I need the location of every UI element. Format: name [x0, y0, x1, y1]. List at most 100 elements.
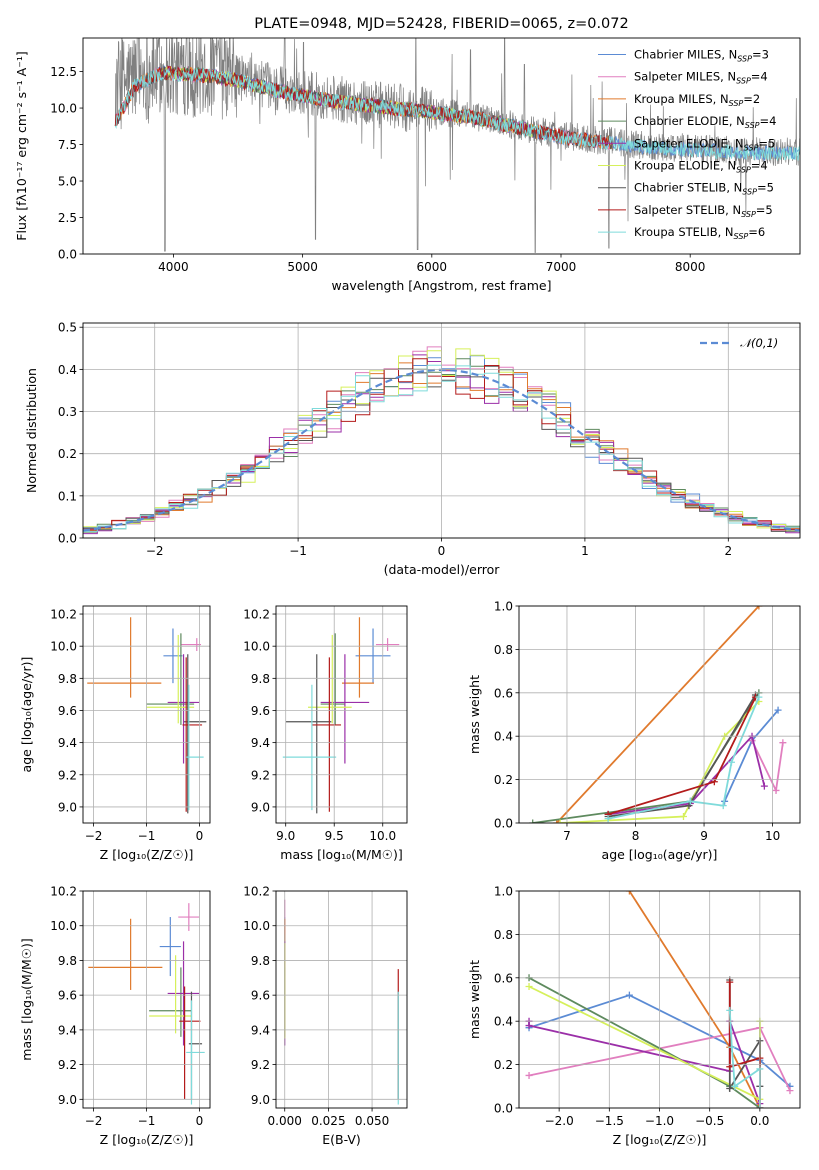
massweight_vs_age-plot-area [529, 606, 787, 823]
x-axis-label: Z [log₁₀(Z/Z☉)] [100, 847, 194, 862]
x-tick-label: 1 [581, 544, 589, 558]
y-tick-label: 0.5 [58, 321, 77, 335]
y-tick-label: 10.2 [243, 608, 270, 622]
x-tick-label: 0 [196, 1114, 204, 1128]
y-tick-label: 9.2 [251, 1058, 270, 1072]
y-tick-label: 0.6 [494, 686, 513, 700]
age_vs_Z-axes: −2 −1 0 9.0 9.2 9.4 9.6 9.8 10.0 10.2 Z [log₁₀(Z/Z… [19, 605, 211, 862]
y-tick-label: 0.2 [494, 1058, 513, 1072]
series-line [628, 891, 761, 1108]
x-axis-label: wavelength [Angstrom, rest frame] [331, 278, 551, 293]
x-axis-label: age [log₁₀(age/yr)] [602, 847, 718, 862]
y-tick-label: 0.6 [494, 971, 513, 985]
x-tick-label: 8 [632, 829, 640, 843]
x-tick-label: 8000 [675, 260, 706, 274]
y-tick-label: 9.0 [58, 1093, 77, 1107]
series-point-marker [625, 991, 633, 999]
y-tick-label: 0.0 [58, 532, 77, 546]
series-point-marker [525, 982, 533, 990]
age_vs_mass-plot-area [282, 617, 400, 814]
series-line [607, 734, 766, 816]
axes-frame [518, 890, 801, 1109]
x-tick-label: 0.025 [311, 1114, 345, 1128]
y-tick-label: 0.1 [58, 489, 77, 503]
series-point-marker [604, 815, 612, 823]
series-point-marker [726, 978, 734, 986]
x-tick-label: −1 [138, 829, 156, 843]
y-tick-label: 2.5 [58, 211, 77, 225]
spectrum-plot-area [114, 38, 800, 253]
legend-label: Salpeter ELODIE, NSSP=5 [634, 136, 775, 152]
y-tick-label: 0.4 [494, 730, 513, 744]
spectrum-axes: 4000 5000 6000 7000 8000 0.0 2.5 5.0 7.5 10.0 12.5… [14, 37, 801, 293]
x-tick-label: −2 [85, 1114, 103, 1128]
y-tick-label: 9.2 [58, 768, 77, 782]
x-tick-label: −1 [289, 544, 307, 558]
massweight_vs_Z-axes: −2.0 −1.5 −1.0 −0.5 0.0 0.0 0.2 0.4 0.6 0.8 1.0 Z [… [467, 885, 801, 1147]
series-line [723, 709, 779, 802]
series-point-marker [679, 812, 687, 820]
y-tick-label: 10.0 [50, 640, 77, 654]
y-tick-label: 9.6 [58, 989, 77, 1003]
y-tick-label: 9.4 [58, 1023, 77, 1037]
y-tick-label: 9.0 [251, 800, 270, 814]
y-tick-label: 0.2 [494, 773, 513, 787]
series-point-marker [728, 1043, 736, 1051]
axes-frame [82, 890, 211, 1109]
series-point-marker [755, 606, 763, 610]
age_vs_mass-axes: 9.0 9.5 10.0 9.0 9.2 9.4 9.6 9.8 10.0 10.2 mass [l… [243, 605, 408, 862]
age_vs_Z-plot-area [87, 617, 207, 814]
series-line [751, 740, 784, 794]
y-tick-label: 10.2 [50, 885, 77, 899]
legend-label: Chabrier ELODIE, NSSP=4 [634, 114, 776, 130]
series-point-marker [529, 819, 537, 823]
axes-frame [518, 605, 801, 824]
series-point-marker [774, 706, 782, 714]
series-point-marker [726, 1006, 734, 1014]
x-tick-label: −2 [85, 829, 103, 843]
y-axis-label: mass weight [467, 675, 482, 754]
x-tick-label: −2 [146, 544, 164, 558]
y-axis-label: Normed distribution [24, 368, 39, 493]
x-tick-label: −0.5 [695, 1114, 724, 1128]
y-tick-label: 0.3 [58, 405, 77, 419]
x-tick-label: −1 [138, 1114, 156, 1128]
y-tick-label: 9.4 [251, 736, 270, 750]
y-axis-label: mass [log₁₀(M/M☉)] [19, 938, 34, 1060]
y-tick-label: 1.0 [494, 885, 513, 899]
x-tick-label: −1.5 [595, 1114, 624, 1128]
legend-label: Kroupa ELODIE, NSSP=4 [634, 159, 768, 175]
y-tick-label: 10.2 [50, 608, 77, 622]
mass_vs_EBV-axes: 0.000 0.025 0.050 9.0 9.2 9.4 9.6 9.8 10.0 10.2 E(… [243, 885, 408, 1147]
series-point-marker [786, 1087, 794, 1095]
x-tick-label: −1.0 [645, 1114, 674, 1128]
y-tick-label: 9.2 [251, 768, 270, 782]
y-tick-label: 9.6 [58, 704, 77, 718]
series-point-marker [525, 1022, 533, 1030]
x-tick-label: 2 [724, 544, 732, 558]
y-tick-label: 0.8 [494, 928, 513, 942]
series-point-marker [760, 782, 768, 790]
chart-title: PLATE=0948, MJD=52428, FIBERID=0065, z=0… [254, 16, 628, 32]
y-tick-label: 9.8 [251, 954, 270, 968]
series-point-marker [556, 819, 564, 823]
y-tick-label: 10.0 [50, 102, 77, 116]
x-tick-label: 0 [196, 829, 204, 843]
series-point-marker [779, 739, 787, 747]
model-spectrum-line [114, 67, 800, 162]
y-tick-label: 1.0 [494, 600, 513, 614]
legend-label: Chabrier MILES, NSSP=3 [634, 48, 769, 64]
axes-frame [275, 605, 408, 824]
x-tick-label: 0.050 [355, 1114, 389, 1128]
y-tick-label: 9.6 [251, 989, 270, 1003]
x-axis-label: mass [log₁₀(M/M☉)] [280, 847, 402, 862]
y-axis-label: Flux [fλ10⁻¹⁷ erg cm⁻² s⁻¹ A⁻¹] [14, 51, 29, 240]
series-point-marker [719, 802, 727, 810]
x-tick-label: 10 [765, 829, 780, 843]
legend-label: 𝒩(0,1) [740, 336, 778, 350]
x-axis-label: (data-model)/error [384, 562, 501, 577]
x-axis-label: Z [log₁₀(Z/Z☉)] [100, 1132, 194, 1147]
x-tick-label: 9 [700, 829, 708, 843]
observed-spectrum-line [114, 38, 800, 253]
